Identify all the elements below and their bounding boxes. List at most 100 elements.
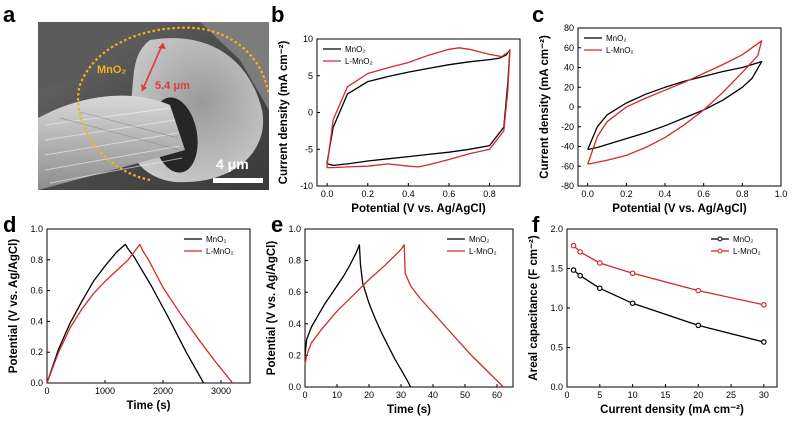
panel-label-f: f [532,212,540,237]
y-axis-label-d: Potential (V vs. Ag/AgCl) [8,239,20,374]
data-point-f-0-4 [695,322,702,329]
scalebar-label: 4 μm [216,156,249,172]
data-point-f-1-3 [629,270,636,277]
x-tick-label-e-4: 40 [428,390,438,400]
y-tick-label-f-4: 2.0 [550,224,563,234]
y-tick-label-b-2: 0 [308,108,313,118]
x-tick-label-d-3: 3000 [211,386,231,396]
y-tick-label-f-2: 1.0 [550,303,563,313]
legend-label-b-1: L-MnO₂ [345,57,373,66]
chart-c: 0.0 0.2 0.4 0.6 0.8 1.0 -80 -60 -40 -20 0 20 40 60 80 P… [539,23,787,215]
data-point-f-0-0 [570,267,577,273]
legend-marker-f-1 [717,248,723,254]
x-tick-label-f-4: 20 [693,390,703,400]
chart-f: 0 5 10 15 20 25 30 0.0 0.5 1.0 1.5 2.0 Current densi… [528,224,778,416]
chart-b: 0.0 0.2 0.4 0.6 0.8 -10 -5 0 5 10 Potential (V vs.… [278,34,521,215]
y-tick-label-f-1: 0.5 [550,343,563,353]
sem-image [38,22,270,190]
x-tick-label-f-2: 10 [628,390,638,400]
legend-label-f-0: MnO₂ [733,235,753,244]
y-tick-label-c-1: -60 [561,161,574,171]
y-tick-label-e-2: 0.4 [288,319,301,329]
series-line-f-0 [573,269,765,343]
legend-label-e-0: MnO₂ [469,235,489,244]
x-tick-label-c-3: 0.6 [697,189,710,199]
x-tick-label-b-1: 0.2 [361,189,374,199]
data-point-f-1-4 [695,287,702,294]
data-point-f-1-2 [597,260,603,266]
y-axis-label-f: Areal capacitance (F cm⁻²) [528,235,540,381]
series-line-c-1 [587,40,763,165]
series-line-c-0 [587,60,763,151]
series-line-d-0 [46,243,205,384]
y-tick-label-d-5: 1.0 [30,224,43,234]
x-tick-label-c-0: 0.0 [581,189,594,199]
y-tick-label-e-3: 0.6 [288,287,301,297]
y-tick-label-e-5: 1.0 [288,224,301,234]
data-point-f-0-2 [597,285,603,292]
x-tick-label-c-5: 1.0 [775,189,788,199]
panel-label-b: b [271,2,284,27]
x-axis-label-d: Time (s) [127,400,171,412]
y-tick-label-c-2: -40 [561,142,574,152]
legend-label-f-1: L-MnO₂ [733,247,761,256]
y-tick-label-d-4: 0.8 [30,255,43,265]
x-axis-label-e: Time (s) [387,404,431,416]
mno2-label: MnO₂ [97,64,126,76]
y-tick-label-e-0: 0.0 [288,382,301,392]
data-point-f-0-1 [577,272,583,279]
y-axis-label-e: Potential (V vs. Ag/AgCl) [266,241,278,376]
x-axis-label-b: Potential (V vs. Ag/AgCl) [351,203,486,215]
x-tick-label-f-5: 25 [726,390,736,400]
legend-label-d-0: MnO₂ [206,235,226,244]
x-tick-label-b-3: 0.6 [443,189,456,199]
y-tick-label-b-1: -5 [305,144,313,154]
y-tick-label-f-3: 1.5 [550,264,563,274]
x-tick-label-f-3: 15 [660,390,670,400]
x-axis-label-c: Potential (V vs. Ag/AgCl) [612,203,747,215]
data-point-f-1-0 [570,242,577,249]
y-tick-label-c-5: 20 [564,82,574,92]
x-tick-label-c-2: 0.4 [659,189,672,199]
x-tick-label-e-0: 0 [302,390,307,400]
legend-label-b-0: MnO₂ [345,45,365,54]
chart-e: 0 10 20 30 40 50 60 0.0 0.2 0.4 0.6 0.8 1.0 Time (s) P… [266,224,514,416]
y-tick-label-e-4: 0.8 [288,256,301,266]
scalebar [213,178,263,183]
y-axis-label-c: Current density (mA cm⁻²) [539,35,551,179]
y-axis-label-b: Current density (mA cm⁻²) [278,41,290,185]
x-tick-label-b-4: 0.8 [483,189,496,199]
x-tick-label-c-1: 0.2 [620,189,633,199]
plot-frame-d [46,228,251,384]
data-point-f-0-5 [761,339,767,345]
y-tick-label-c-4: 0 [569,102,574,112]
legend-label-c-1: L-MnO₂ [606,46,634,55]
series-line-d-1 [46,243,234,384]
y-tick-label-b-0: -10 [300,181,313,191]
data-point-f-0-3 [629,300,636,307]
legend-label-e-1: L-MnO₂ [469,247,497,256]
x-tick-label-e-1: 10 [332,390,342,400]
y-tick-label-c-7: 60 [564,43,574,53]
y-tick-label-f-0: 0.0 [550,382,563,392]
thickness-arrow [141,42,164,92]
x-tick-label-e-6: 60 [492,390,502,400]
y-tick-label-c-0: -80 [561,181,574,191]
y-tick-label-d-3: 0.6 [30,286,43,296]
y-tick-label-d-2: 0.4 [30,316,43,326]
y-tick-label-b-4: 10 [303,34,313,44]
series-line-e-1 [304,244,504,388]
y-tick-label-d-0: 0.0 [30,378,43,388]
y-tick-label-c-8: 80 [564,23,574,33]
panel-label-a: a [3,2,16,27]
x-tick-label-b-0: 0.0 [321,189,334,199]
panel-label-e: e [271,212,283,237]
y-tick-label-b-3: 5 [308,71,313,81]
data-point-f-1-1 [577,249,583,255]
x-tick-label-f-1: 5 [597,390,602,400]
thickness-label: 5.4 μm [155,80,190,92]
panel-label-d: d [3,212,16,237]
panel-label-c: c [532,2,544,27]
legend-label-c-0: MnO₂ [606,34,626,43]
